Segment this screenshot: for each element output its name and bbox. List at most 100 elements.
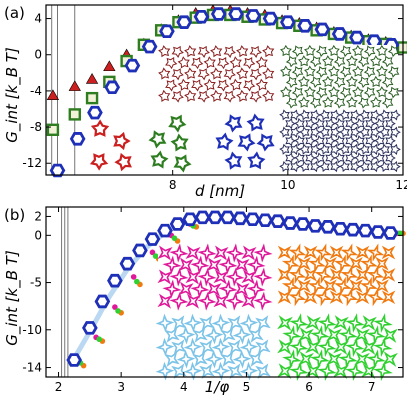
data-point bbox=[314, 22, 331, 37]
data-point bbox=[182, 212, 198, 227]
lattice-star bbox=[345, 361, 365, 382]
lattice-star bbox=[171, 339, 187, 355]
lattice-star bbox=[339, 86, 352, 99]
lattice-star bbox=[197, 45, 210, 58]
lattice-star bbox=[370, 75, 382, 88]
data-point bbox=[382, 226, 399, 240]
lattice-star bbox=[291, 66, 304, 78]
lattice-star bbox=[354, 135, 365, 147]
lattice-star bbox=[183, 337, 203, 357]
lattice-star bbox=[210, 67, 223, 80]
data-point bbox=[297, 19, 313, 33]
lattice-star bbox=[334, 135, 345, 147]
lattice-star bbox=[379, 109, 390, 121]
lattice-star bbox=[298, 75, 310, 88]
lattice-star bbox=[277, 339, 293, 355]
lattice-star bbox=[279, 160, 290, 172]
data-point bbox=[370, 225, 386, 239]
lattice-star bbox=[218, 279, 238, 299]
lattice-star bbox=[329, 267, 344, 282]
lattice-star bbox=[239, 361, 259, 381]
lattice-star bbox=[213, 245, 229, 261]
y-tick-label: -4 bbox=[30, 84, 42, 98]
lattice-star bbox=[309, 97, 322, 109]
lattice-star bbox=[307, 254, 327, 273]
lattice-star bbox=[333, 315, 349, 331]
inset-magenta-lattice bbox=[157, 243, 273, 311]
lattice-star bbox=[255, 78, 268, 91]
lattice-star bbox=[227, 363, 243, 379]
data-point bbox=[171, 235, 178, 241]
lattice-star bbox=[185, 269, 201, 285]
data-point bbox=[103, 60, 116, 72]
data-point bbox=[46, 89, 60, 100]
lattice-star bbox=[328, 44, 340, 57]
lattice-star bbox=[390, 126, 401, 138]
x-tick-label: 6 bbox=[305, 380, 313, 394]
lattice-star bbox=[225, 243, 245, 263]
lattice-star bbox=[359, 276, 379, 296]
data-point bbox=[141, 39, 158, 54]
lattice-star bbox=[178, 281, 194, 297]
lattice-star bbox=[333, 76, 346, 89]
lattice-star bbox=[248, 351, 264, 367]
data-point bbox=[68, 80, 81, 91]
lattice-star bbox=[158, 45, 171, 58]
lattice-star bbox=[390, 143, 401, 155]
lattice-star bbox=[361, 363, 377, 380]
lattice-star bbox=[288, 288, 307, 307]
lattice-star bbox=[249, 90, 262, 103]
lattice-star bbox=[183, 361, 203, 381]
data-point bbox=[66, 353, 82, 367]
lattice-star bbox=[352, 65, 364, 77]
lattice-star bbox=[314, 152, 325, 164]
lattice-star bbox=[310, 126, 321, 138]
lattice-star bbox=[381, 267, 396, 282]
lattice-star bbox=[169, 243, 189, 263]
lattice-star bbox=[314, 243, 333, 262]
panel-a-label: (a) bbox=[4, 4, 25, 22]
data-point bbox=[104, 80, 121, 95]
y-tick-label: 0 bbox=[34, 228, 42, 242]
lattice-star bbox=[164, 327, 180, 343]
lattice-star bbox=[227, 315, 243, 331]
lattice-star bbox=[366, 325, 386, 345]
data-point bbox=[85, 73, 99, 84]
lattice-star bbox=[192, 327, 208, 343]
lattice-star bbox=[370, 126, 381, 138]
lattice-star bbox=[185, 293, 201, 309]
lattice-star bbox=[184, 89, 197, 102]
lattice-star bbox=[325, 152, 336, 164]
lattice-star bbox=[303, 267, 318, 282]
lattice-star bbox=[191, 79, 204, 92]
lattice-star bbox=[262, 67, 275, 80]
cluster-star bbox=[256, 133, 275, 152]
lattice-star bbox=[169, 267, 189, 287]
lattice-star bbox=[223, 45, 236, 58]
data-point bbox=[257, 213, 274, 227]
lattice-star bbox=[346, 55, 358, 67]
data-point bbox=[282, 216, 299, 230]
lattice-star bbox=[333, 276, 353, 296]
lattice-star bbox=[213, 269, 229, 285]
lattice-star bbox=[290, 126, 301, 138]
lattice-star bbox=[385, 152, 396, 164]
lattice-star bbox=[210, 45, 223, 58]
lattice-star bbox=[171, 68, 184, 81]
lattice-star bbox=[379, 126, 390, 138]
cluster-star bbox=[224, 114, 243, 133]
lattice-star bbox=[373, 361, 393, 382]
lattice-star bbox=[213, 293, 229, 309]
panel-b: 2 3 4 5 6 7 2 0 -5 -10 -14 (b) 1/φ G_int [k_B T] bbox=[3, 206, 406, 396]
cluster-star bbox=[148, 130, 167, 149]
lattice-star bbox=[304, 44, 316, 57]
lattice-star bbox=[206, 257, 222, 273]
lattice-star bbox=[255, 339, 271, 355]
x-tick-label: 4 bbox=[180, 380, 188, 394]
y-tick-label: 4 bbox=[34, 12, 42, 26]
lattice-star bbox=[361, 315, 377, 331]
data-point bbox=[144, 232, 161, 246]
lattice-star bbox=[338, 325, 358, 345]
lattice-star bbox=[314, 265, 333, 285]
lattice-star bbox=[304, 86, 316, 98]
